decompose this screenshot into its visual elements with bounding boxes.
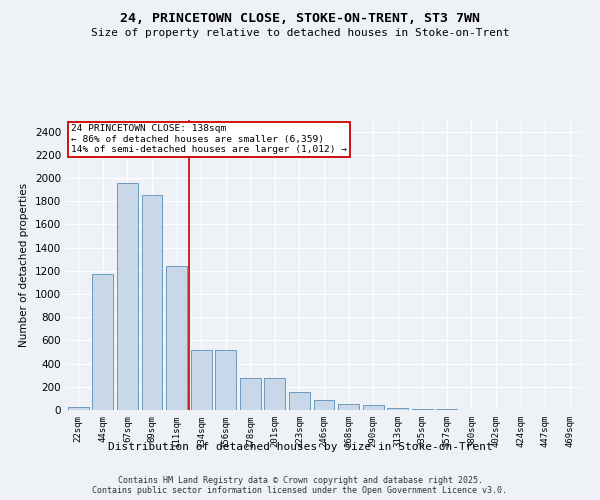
Bar xyxy=(412,409,433,410)
Text: Distribution of detached houses by size in Stoke-on-Trent: Distribution of detached houses by size … xyxy=(107,442,493,452)
Bar xyxy=(166,266,187,410)
Bar xyxy=(240,378,261,410)
Y-axis label: Number of detached properties: Number of detached properties xyxy=(19,183,29,347)
Bar xyxy=(338,404,359,410)
Text: Size of property relative to detached houses in Stoke-on-Trent: Size of property relative to detached ho… xyxy=(91,28,509,38)
Text: 24, PRINCETOWN CLOSE, STOKE-ON-TRENT, ST3 7WN: 24, PRINCETOWN CLOSE, STOKE-ON-TRENT, ST… xyxy=(120,12,480,26)
Text: Contains HM Land Registry data © Crown copyright and database right 2025.
Contai: Contains HM Land Registry data © Crown c… xyxy=(92,476,508,495)
Bar xyxy=(191,350,212,410)
Bar xyxy=(265,378,286,410)
Text: 24 PRINCETOWN CLOSE: 138sqm
← 86% of detached houses are smaller (6,359)
14% of : 24 PRINCETOWN CLOSE: 138sqm ← 86% of det… xyxy=(71,124,347,154)
Bar xyxy=(68,407,89,410)
Bar xyxy=(117,182,138,410)
Bar xyxy=(289,392,310,410)
Bar xyxy=(314,400,334,410)
Bar xyxy=(215,350,236,410)
Bar xyxy=(142,196,163,410)
Bar xyxy=(362,406,383,410)
Bar xyxy=(92,274,113,410)
Bar xyxy=(387,408,408,410)
